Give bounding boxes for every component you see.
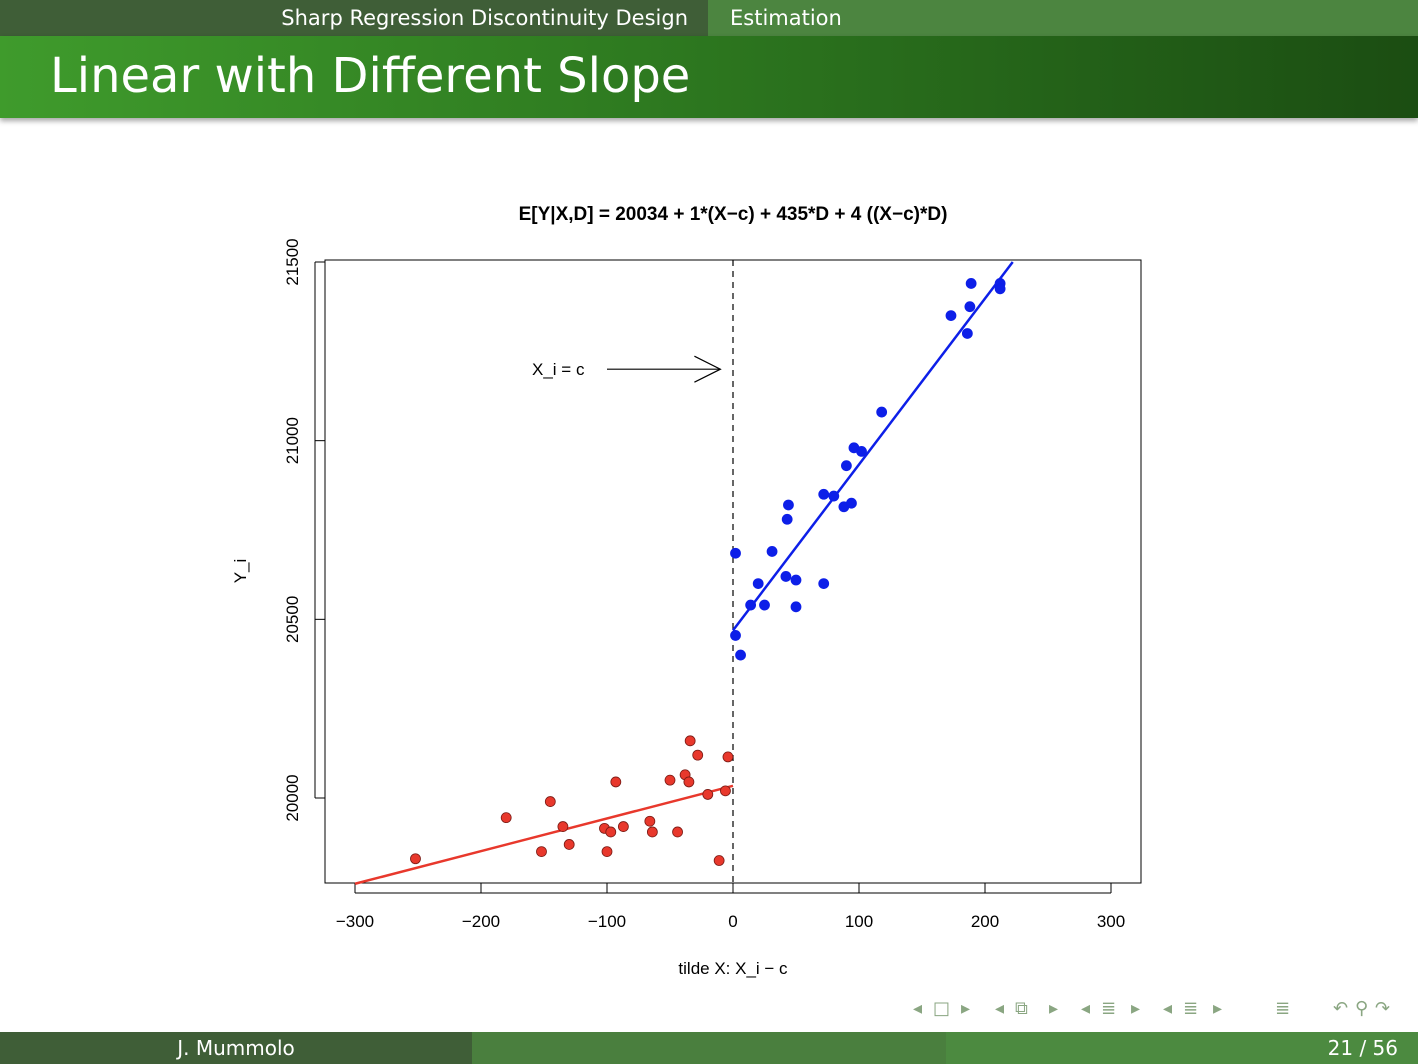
x-tick-label: −300 [336,912,374,931]
data-point-above-cutoff [745,599,757,611]
data-point-below-cutoff [713,855,725,866]
data-point-above-cutoff [994,283,1006,295]
chart-title: E[Y|X,D] = 20034 + 1*(X−c) + 435*D + 4 (… [519,204,948,225]
data-point-below-cutoff [601,846,613,857]
data-point-below-cutoff [563,839,575,850]
data-point-above-cutoff [818,488,830,500]
data-point-below-cutoff [617,821,629,832]
data-point-above-cutoff [964,301,976,313]
y-tick-label: 20500 [283,596,302,643]
y-tick-label: 21000 [283,417,302,464]
data-point-below-cutoff [692,749,704,761]
data-point-above-cutoff [730,630,741,641]
data-point-above-cutoff [783,499,794,511]
title-bar: Linear with Different Slope [0,36,1418,118]
nav-search-icon[interactable]: ⚲ [1355,998,1369,1019]
nav-section-icon[interactable]: ≣ [1101,998,1117,1019]
header-bar: Sharp Regression Discontinuity Design Es… [0,0,1418,36]
data-point-below-cutoff [684,735,696,747]
fit-line-above-cutoff [732,261,1014,632]
data-point-below-cutoff [500,812,512,824]
footer-middle [472,1032,946,1064]
data-point-above-cutoff [781,513,793,525]
data-point-above-cutoff [730,547,741,559]
data-point-below-cutoff [646,826,658,838]
data-point-above-cutoff [790,601,802,613]
header-subsection[interactable]: Estimation [708,0,1418,36]
scatter-chart: E[Y|X,D] = 20034 + 1*(X−c) + 435*D + 4 (… [231,204,1142,978]
data-point-above-cutoff [780,571,792,582]
annotation-arrow-head [694,355,722,383]
data-point-above-cutoff [790,574,802,586]
nav-frame-icon[interactable]: □ [933,998,951,1019]
y-tick-label: 20000 [283,774,302,821]
data-point-above-cutoff [766,546,778,557]
data-point-below-cutoff [536,846,547,857]
data-point-below-cutoff [683,776,695,788]
data-point-above-cutoff [945,310,957,322]
y-tick-label: 21500 [283,238,302,285]
data-point-below-cutoff [544,796,556,807]
data-point-below-cutoff [702,789,714,800]
data-point-above-cutoff [841,460,852,472]
data-point-below-cutoff [664,774,676,786]
nav-section-right-icon[interactable]: ▸ [1131,998,1141,1019]
data-point-below-cutoff [557,821,569,832]
data-point-above-cutoff [828,490,840,502]
beamer-navigation: ◂ □ ▸ ◂ ⧉ ▸ ◂ ≣ ▸ ◂ ≣ ▸ ≣ ↶ ⚲ ↷ [905,998,1390,1026]
data-point-below-cutoff [610,776,622,788]
x-tick-label: 200 [971,912,999,931]
x-tick-label: 100 [845,912,873,931]
data-point-below-cutoff [720,785,731,797]
data-point-above-cutoff [961,328,973,339]
x-tick-label: −100 [588,912,626,931]
nav-frame-left-icon[interactable]: ◂ [913,998,923,1019]
nav-subsection-icon[interactable]: ⧉ [1015,998,1028,1019]
nav-subsection-left-icon[interactable]: ◂ [995,998,1005,1019]
data-point-below-cutoff [722,751,734,763]
nav-sub2-left-icon[interactable]: ◂ [1163,998,1173,1019]
data-point-below-cutoff [644,815,656,827]
footer-page-number: 21 / 56 [946,1032,1418,1064]
data-point-above-cutoff [876,406,888,418]
data-point-below-cutoff [672,826,683,838]
data-point-above-cutoff [846,497,857,509]
footer-author: J. Mummolo [0,1032,472,1064]
cutoff-annotation-label: X_i = c [532,360,585,379]
x-tick-label: −200 [462,912,500,931]
data-point-below-cutoff [605,826,617,838]
x-tick-label: 0 [728,912,737,931]
x-tick-label: 300 [1097,912,1125,931]
data-point-above-cutoff [735,649,746,661]
data-point-above-cutoff [759,599,770,611]
data-point-above-cutoff [965,278,977,289]
nav-forward-icon[interactable]: ↷ [1375,998,1391,1019]
nav-back-icon[interactable]: ↶ [1333,998,1349,1019]
nav-section-left-icon[interactable]: ◂ [1081,998,1091,1019]
x-axis-label: tilde X: X_i − c [678,959,788,978]
data-point-above-cutoff [752,578,764,590]
slide-title: Linear with Different Slope [50,48,691,104]
footer-bar: J. Mummolo 21 / 56 [0,1032,1418,1064]
nav-subsection-right-icon[interactable]: ▸ [1049,998,1059,1019]
nav-appendix-icon[interactable]: ≣ [1275,998,1291,1019]
data-point-above-cutoff [818,578,830,590]
header-section[interactable]: Sharp Regression Discontinuity Design [0,0,708,36]
nav-frame-right-icon[interactable]: ▸ [961,998,971,1019]
data-point-below-cutoff [410,853,421,865]
data-point-above-cutoff [856,445,867,457]
y-axis-label: Y_i [231,559,250,584]
fit-line-below-cutoff [354,784,734,885]
nav-sub2-icon[interactable]: ≣ [1183,998,1199,1019]
nav-sub2-right-icon[interactable]: ▸ [1213,998,1223,1019]
